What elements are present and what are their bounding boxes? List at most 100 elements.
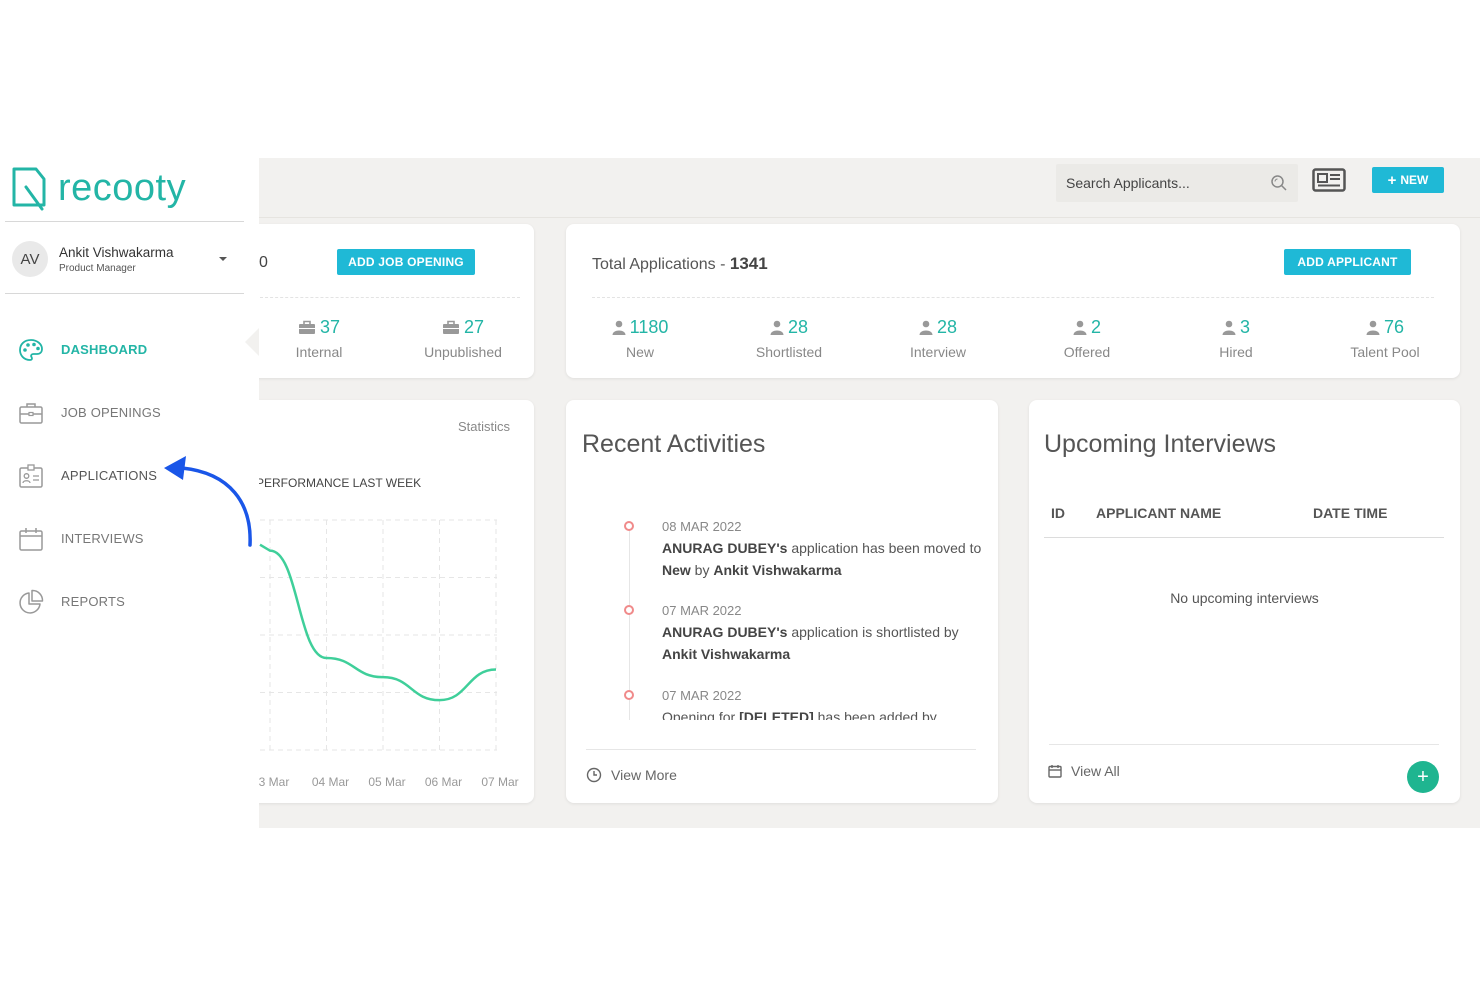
divider — [586, 749, 976, 750]
nav-item-dashboard[interactable]: DASHBOARD — [0, 318, 259, 381]
stat-label: Interview — [909, 344, 967, 360]
divider — [1044, 537, 1444, 538]
performance-chart: 3 Mar 04 Mar 05 Mar 06 Mar 07 Mar — [259, 519, 519, 789]
stat-interview[interactable]: 28 Interview — [878, 317, 998, 360]
activity-by: has been added by — [813, 709, 937, 720]
briefcase-icon — [298, 320, 315, 334]
stat-shortlisted[interactable]: 28 Shortlisted — [729, 317, 849, 360]
column-header-date-time: DATE TIME — [1313, 505, 1388, 521]
add-interview-button[interactable]: + — [1407, 761, 1439, 793]
card-title: Upcoming Interviews — [1044, 430, 1277, 458]
nav-label: JOB OPENINGS — [61, 405, 161, 420]
new-button-label: NEW — [1400, 173, 1429, 187]
newspaper-icon[interactable] — [1312, 168, 1346, 192]
applications-total: 1341 — [729, 254, 768, 273]
user-icon — [1222, 320, 1236, 335]
briefcase-icon — [18, 400, 44, 426]
column-header-id: ID — [1051, 505, 1065, 521]
add-job-opening-button[interactable]: ADD JOB OPENING — [337, 249, 475, 275]
view-all-link[interactable]: View All — [1048, 763, 1120, 779]
nav-item-reports[interactable]: REPORTS — [0, 570, 259, 633]
nav-label: INTERVIEWS — [61, 531, 144, 546]
logo[interactable]: recooty — [10, 158, 186, 218]
nav-label: REPORTS — [61, 594, 126, 609]
user-icon — [919, 320, 933, 335]
pie-chart-icon — [18, 589, 44, 615]
stat-value: 28 — [936, 317, 958, 337]
card-title: Recent Activities — [582, 430, 766, 458]
stat-label: New — [625, 344, 654, 360]
activity-date: 07 MAR 2022 — [662, 688, 742, 703]
nav-item-applications[interactable]: APPLICATIONS — [0, 444, 259, 507]
activity-text: ANURAG DUBEY's application has been move… — [662, 537, 982, 581]
stat-offered[interactable]: 2 Offered — [1027, 317, 1147, 360]
calendar-icon — [1048, 765, 1062, 778]
applications-title-label: Total Applications - — [592, 256, 730, 273]
tab-statistics[interactable]: Statistics — [458, 419, 511, 434]
nav-item-job-openings[interactable]: JOB OPENINGS — [0, 381, 259, 444]
user-name: Ankit Vishwakarma — [59, 244, 174, 260]
clock-icon — [586, 767, 602, 783]
calendar-icon — [18, 526, 44, 552]
id-card-icon — [18, 463, 44, 489]
stat-value: 28 — [787, 317, 809, 337]
search-placeholder: Search Applicants... — [1066, 175, 1190, 191]
job-openings-title: 0 — [259, 254, 268, 271]
user-menu[interactable]: AV Ankit Vishwakarma Product Manager — [12, 238, 237, 280]
x-tick-label: 04 Mar — [312, 775, 349, 789]
palette-icon — [18, 337, 44, 363]
activity-desc: application has been moved to — [787, 540, 982, 556]
plus-icon: + — [1387, 171, 1397, 189]
stat-label: Hired — [1219, 344, 1253, 360]
stat-label: Offered — [1063, 344, 1111, 360]
divider — [5, 221, 244, 222]
activity-actor: Ankit Vishwakarma — [662, 646, 791, 662]
divider — [260, 297, 520, 298]
briefcase-icon — [442, 320, 459, 334]
main-nav: DASHBOARD JOB OPENINGS APPLICATIONS INTE… — [0, 318, 259, 633]
applications-title: Total Applications - 1341 — [592, 254, 768, 274]
activity-desc: Opening for — [662, 709, 740, 720]
logo-icon — [12, 167, 46, 211]
timeline-line — [629, 528, 630, 720]
view-more-link[interactable]: View More — [586, 767, 677, 783]
activity-timeline: 08 MAR 2022 ANURAG DUBEY's application h… — [566, 500, 998, 720]
stat-internal[interactable]: 37 Internal — [259, 317, 379, 360]
active-pointer — [245, 328, 259, 356]
stat-value: 37 — [319, 317, 341, 337]
chevron-down-icon[interactable] — [219, 257, 227, 261]
divider — [592, 297, 1434, 298]
recent-activities-card: Recent Activities 08 MAR 2022 ANURAG DUB… — [566, 400, 998, 803]
x-tick-label: 3 Mar — [259, 775, 290, 789]
stat-hired[interactable]: 3 Hired — [1176, 317, 1296, 360]
avatar: AV — [12, 241, 48, 277]
x-tick-label: 05 Mar — [368, 775, 405, 789]
nav-item-interviews[interactable]: INTERVIEWS — [0, 507, 259, 570]
stat-unpublished[interactable]: 27 Unpublished — [403, 317, 523, 360]
activity-target: New — [662, 562, 691, 578]
search-icon[interactable] — [1270, 174, 1288, 192]
activity-text: Opening for [DELETED] has been added by — [662, 706, 982, 720]
new-button[interactable]: + NEW — [1372, 167, 1444, 193]
x-tick-label: 07 Mar — [481, 775, 518, 789]
stat-label: Shortlisted — [755, 344, 823, 360]
applicant-name: ANURAG DUBEY's — [662, 624, 788, 640]
stat-value: 1180 — [629, 317, 669, 337]
add-applicant-button[interactable]: ADD APPLICANT — [1284, 249, 1411, 275]
stat-label: Unpublished — [424, 344, 502, 360]
applicant-name: ANURAG DUBEY's — [662, 540, 788, 556]
activity-target: [DELETED] — [739, 709, 814, 720]
stat-value: 3 — [1239, 317, 1250, 337]
activity-actor: Ankit Vishwakarma — [713, 562, 842, 578]
x-tick-label: 06 Mar — [425, 775, 462, 789]
stat-talent-pool[interactable]: 76 Talent Pool — [1325, 317, 1445, 360]
column-header-applicant-name: APPLICANT NAME — [1096, 505, 1222, 521]
search-input[interactable]: Search Applicants... — [1056, 164, 1298, 202]
stat-new[interactable]: 1180 New — [580, 317, 700, 360]
user-icon — [612, 320, 626, 335]
top-bar: Search Applicants... + NEW — [259, 158, 1480, 218]
activity-by: by — [690, 562, 714, 578]
chart-subtitle: PERFORMANCE LAST WEEK — [256, 476, 422, 490]
user-icon — [1073, 320, 1087, 335]
plus-icon: + — [1417, 766, 1429, 788]
